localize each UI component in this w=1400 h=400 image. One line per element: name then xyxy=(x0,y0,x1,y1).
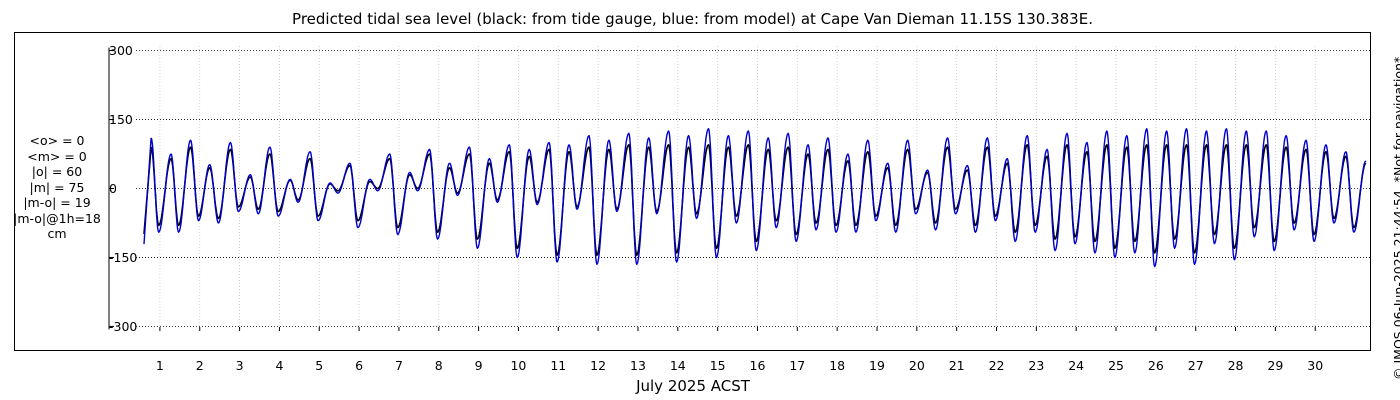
x-axis-label: July 2025 ACST xyxy=(635,377,751,395)
stats-panel: <o> = 0 <m> = 0 |o| = 60 |m| = 75 |m-o| … xyxy=(8,133,106,242)
x-tick-label: 10 xyxy=(510,358,526,373)
x-tick-label: 7 xyxy=(395,358,403,373)
grid-lines xyxy=(136,46,1371,331)
x-tick-label: 24 xyxy=(1068,358,1084,373)
x-tick-label: 30 xyxy=(1307,358,1323,373)
y-tick-label: 300 xyxy=(109,43,133,58)
y-tick-label: 150 xyxy=(109,112,133,127)
x-tick-label: 13 xyxy=(630,358,646,373)
x-tick-label: 23 xyxy=(1028,358,1044,373)
series-lines xyxy=(143,127,1367,268)
x-tick-label: 19 xyxy=(869,358,885,373)
plot-frame xyxy=(14,32,1371,351)
x-tick-label: 25 xyxy=(1108,358,1124,373)
stat-abs-model: |m| = 75 xyxy=(29,179,85,195)
x-tick-label: 29 xyxy=(1267,358,1283,373)
stat-unit: cm xyxy=(47,226,67,241)
x-tick-label: 12 xyxy=(590,358,606,373)
axes: 1 2 3 4 5 6 7 8 9 10 11 12 13 14 15 16 17 18 19 20 21 22 23 24 2… xyxy=(108,43,1323,373)
x-tick-label: 6 xyxy=(355,358,363,373)
stat-abs-observed: |o| = 60 xyxy=(31,164,83,179)
y-tick-label: 0 xyxy=(109,181,117,196)
x-tick-label: 14 xyxy=(670,358,686,373)
stat-abs-difference: |m-o| = 19 xyxy=(23,195,91,210)
stat-mean-model: <m> = 0 xyxy=(27,148,87,164)
x-tick-label: 20 xyxy=(909,358,925,373)
x-tick-label: 2 xyxy=(196,358,204,373)
x-tick-label: 5 xyxy=(315,358,323,373)
chart-title: Predicted tidal sea level (black: from t… xyxy=(292,10,1093,28)
x-tick-label: 15 xyxy=(710,358,726,373)
x-tick-label: 17 xyxy=(789,358,805,373)
x-tick-label: 4 xyxy=(275,358,283,373)
x-tick-label: 3 xyxy=(236,358,244,373)
stat-mean-observed: <o> = 0 xyxy=(29,133,85,148)
x-tick-label: 27 xyxy=(1188,358,1204,373)
x-tick-label: 16 xyxy=(750,358,766,373)
x-tick-label: 1 xyxy=(156,358,164,373)
x-tick-label: 18 xyxy=(829,358,845,373)
series-line-model xyxy=(143,127,1367,268)
stat-abs-difference-1h: |m-o|@1h=18 xyxy=(13,210,101,226)
x-tick-label: 28 xyxy=(1228,358,1244,373)
y-tick-label: -150 xyxy=(109,250,137,265)
x-tick-label: 8 xyxy=(435,358,443,373)
x-tick-label: 22 xyxy=(989,358,1005,373)
x-tick-label: 21 xyxy=(949,358,965,373)
x-tick-label: 11 xyxy=(550,358,566,373)
copyright-notice: © IMOS 06-Jun-2025 21:44:54. *Not for na… xyxy=(1391,56,1400,380)
x-tick-label: 26 xyxy=(1148,358,1164,373)
y-tick-label: -300 xyxy=(109,319,137,334)
x-tick-label: 9 xyxy=(475,358,483,373)
